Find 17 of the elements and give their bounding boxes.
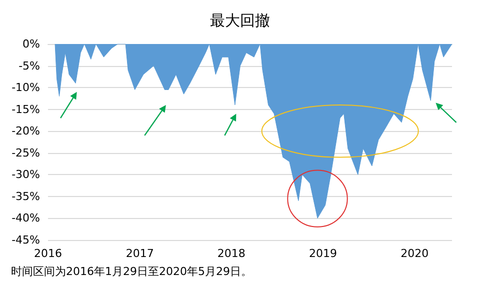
x-tick-label: 2017 xyxy=(126,247,154,260)
y-tick-label: -30% xyxy=(12,168,40,182)
y-tick-label: 0% xyxy=(22,38,40,50)
x-tick-label: 2018 xyxy=(217,247,246,260)
y-tick-label: -25% xyxy=(12,146,40,160)
y-tick-label: -20% xyxy=(12,124,40,138)
y-tick-label: -35% xyxy=(12,190,40,203)
x-tick-label: 2020 xyxy=(400,247,429,260)
x-tick-label: 2019 xyxy=(309,247,338,260)
y-tick-label: -10% xyxy=(12,81,40,94)
chart-title: 最大回撤 xyxy=(210,12,270,30)
x-tick-label: 2016 xyxy=(34,247,62,260)
y-tick-label: -45% xyxy=(12,234,40,246)
y-tick-label: -15% xyxy=(12,102,40,116)
text: 时间区间为2016年1月29日至2020年5月29日。 xyxy=(11,265,252,278)
y-tick-label: -5% xyxy=(18,59,40,72)
y-tick-label: -40% xyxy=(12,212,40,225)
